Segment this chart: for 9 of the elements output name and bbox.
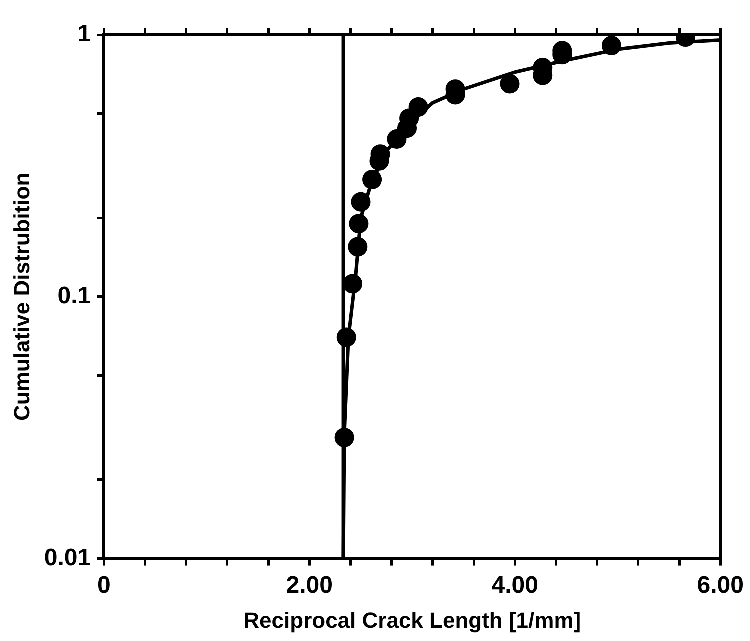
y-tick-label: 0.01 [44, 544, 92, 572]
y-tick-label: 0.1 [58, 282, 92, 310]
x-tick-label: 0 [97, 572, 111, 599]
x-tick-label: 6.00 [697, 572, 744, 599]
x-axis-title: Reciprocal Crack Length [1/mm] [244, 608, 582, 633]
x-tick-label: 4.00 [492, 572, 538, 599]
x-tick-label: 2.00 [286, 572, 333, 599]
y-axis-title: Cumulative Distrubition [9, 172, 34, 421]
y-tick-label: 1 [78, 20, 92, 48]
